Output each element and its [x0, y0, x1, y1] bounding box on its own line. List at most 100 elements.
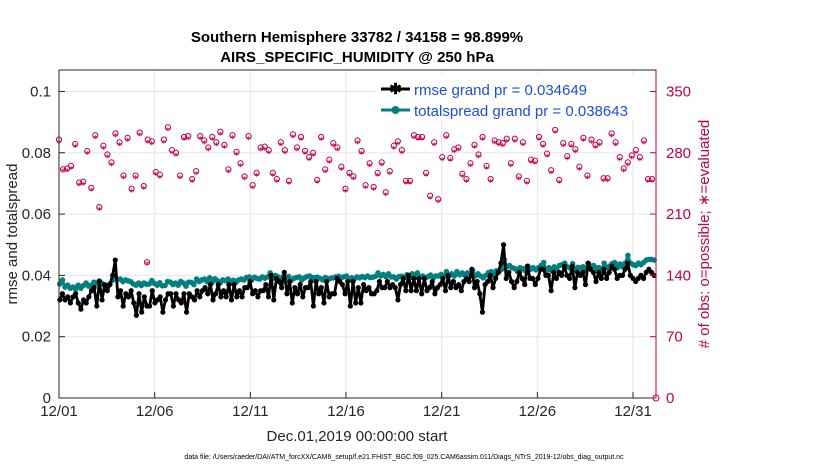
obs-evaluated-point: * — [81, 180, 86, 191]
obs-evaluated-point: * — [266, 149, 271, 160]
obs-possible-point — [576, 163, 583, 170]
obs-possible-point — [318, 133, 325, 141]
obs-possible-point — [281, 147, 288, 154]
obs-possible-point — [193, 168, 200, 175]
rmse-point — [545, 272, 552, 278]
rmse-point — [553, 275, 560, 282]
obs-possible-point — [612, 139, 619, 146]
obs-evaluated-point: * — [218, 130, 223, 141]
obs-possible-point — [104, 151, 111, 158]
obs-evaluated-point: * — [629, 154, 634, 165]
obs-evaluated-point: * — [246, 135, 251, 146]
rmse-point — [73, 291, 79, 297]
obs-possible-point — [285, 177, 293, 184]
legend: ✱ rmse grand pr = 0.034649 totalspread g… — [375, 74, 647, 120]
rmse-point — [487, 272, 493, 278]
obs-evaluated-point: * — [343, 187, 348, 198]
rmse-point — [427, 285, 433, 291]
obs-evaluated-point: * — [625, 161, 630, 172]
obs-evaluated-point: * — [605, 177, 610, 188]
rmse-point — [450, 278, 456, 285]
rmse-point — [104, 288, 110, 294]
obs-possible-point — [257, 144, 264, 151]
obs-evaluated-point: * — [294, 146, 299, 157]
y-tick-label: 0 — [43, 390, 51, 407]
spread-point — [206, 275, 213, 281]
rmse-point — [125, 294, 132, 300]
y-tick-label: 0.02 — [22, 329, 51, 346]
rmse-point — [413, 288, 420, 294]
y-right-tick-label: 210 — [666, 206, 691, 223]
obs-evaluated-point: * — [391, 144, 396, 155]
rmse-point — [91, 285, 97, 291]
obs-evaluated-point: * — [222, 144, 227, 155]
rmse-point — [366, 285, 372, 291]
obs-possible-point — [277, 139, 284, 146]
rmse-point — [535, 275, 541, 282]
rmse-point — [281, 269, 287, 275]
obs-possible-point — [112, 130, 119, 137]
obs-evaluated-point: * — [379, 161, 384, 172]
obs-possible-point — [390, 142, 397, 149]
obs-possible-point — [273, 175, 280, 183]
rmse-point — [548, 288, 554, 294]
obs-evaluated-point: * — [448, 157, 453, 168]
rmse-point — [149, 288, 155, 294]
obs-evaluated-point: * — [125, 137, 130, 148]
rmse-point — [226, 281, 232, 288]
obs-possible-point — [467, 160, 474, 167]
rmse-point — [67, 300, 73, 306]
obs-possible-point — [330, 140, 337, 147]
obs-possible-point — [386, 168, 393, 175]
obs-possible-point — [624, 159, 631, 166]
rmse-point — [305, 285, 311, 291]
rmse-point — [376, 278, 383, 285]
obs-evaluated-point: * — [532, 159, 537, 170]
obs-possible-point — [164, 124, 172, 131]
obs-possible-point — [519, 139, 526, 146]
obs-possible-point — [487, 175, 494, 183]
obs-possible-outlier — [143, 259, 151, 266]
obs-evaluated-point: * — [238, 162, 243, 173]
obs-possible-point — [297, 133, 305, 141]
obs-evaluated-point: * — [621, 167, 626, 178]
rmse-point — [498, 260, 504, 266]
obs-count-markers: ** * *** ***************** ** **** *** **** *** *… — [55, 124, 660, 402]
rmse-point — [276, 278, 282, 285]
rmse-point — [582, 281, 589, 288]
rmse-point — [593, 278, 599, 285]
obs-evaluated-point: * — [569, 143, 574, 154]
rmse-point — [405, 272, 412, 278]
obs-evaluated-point: * — [633, 149, 638, 160]
rmse-point — [622, 266, 628, 272]
obs-evaluated-point: * — [226, 168, 231, 179]
obs-possible-point — [455, 144, 462, 151]
rmse-point — [170, 303, 176, 309]
obs-possible-point — [68, 162, 75, 170]
rmse-point — [83, 300, 89, 306]
obs-possible-point — [366, 160, 373, 167]
rmse-point — [580, 269, 586, 275]
obs-possible-point — [289, 131, 297, 138]
obs-possible-point — [560, 140, 567, 147]
obs-possible-point — [346, 169, 353, 177]
rmse-point — [297, 281, 303, 288]
rmse-point — [532, 281, 538, 288]
rmse-point — [408, 288, 414, 294]
obs-possible-point — [59, 166, 67, 173]
rmse-point — [220, 288, 227, 294]
obs-evaluated-point: * — [270, 172, 275, 183]
rmse-point — [429, 278, 435, 285]
chart-title: Southern Hemisphere 33782 / 34158 = 98.8… — [191, 29, 523, 46]
x-tick-label: 12/31 — [614, 403, 652, 420]
obs-evaluated-point: * — [319, 136, 324, 147]
obs-evaluated-point: * — [557, 179, 562, 190]
rmse-point — [342, 291, 348, 297]
obs-possible-point — [72, 140, 79, 148]
spread-point — [162, 282, 168, 289]
rmse-point — [265, 294, 272, 300]
rmse-point — [466, 278, 472, 285]
obs-possible-point — [398, 147, 405, 154]
rmse-point — [516, 269, 523, 275]
obs-evaluated-point: * — [593, 144, 598, 155]
